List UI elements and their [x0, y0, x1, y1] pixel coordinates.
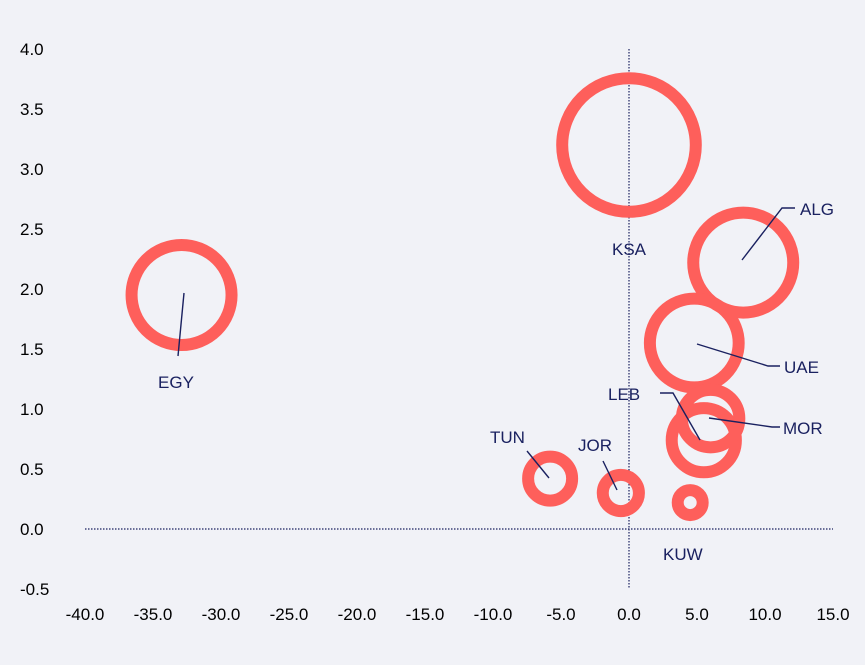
y-tick-label: 0.5: [20, 460, 44, 479]
leader-line: [526, 450, 550, 479]
bubble-label-jor: JOR: [578, 436, 612, 455]
bubble-egy: [125, 239, 238, 351]
x-tick-label: -5.0: [546, 605, 575, 624]
bubble-label-leb: LEB: [608, 385, 640, 404]
y-tick-label: 0.0: [20, 520, 44, 539]
leader-line: [660, 392, 701, 441]
y-tick-label: 4.0: [20, 40, 44, 59]
bubble-ring: [596, 468, 645, 518]
bubble-ring: [643, 292, 745, 394]
bubble-mor: [675, 383, 746, 454]
y-tick-label: 3.0: [20, 160, 44, 179]
x-tick-label: 5.0: [685, 605, 709, 624]
bubble-alg: [687, 206, 800, 319]
x-tick-label: -30.0: [202, 605, 241, 624]
bubble-label-uae: UAE: [784, 358, 819, 377]
y-tick-label: 3.5: [20, 100, 44, 119]
bubble-ksa: [556, 72, 702, 218]
bubble-ring: [675, 383, 746, 454]
bubble-labels: EGY KSA ALG UAE LEB MOR TUN JOR KUW: [158, 200, 834, 564]
y-tick-label: 1.5: [20, 340, 44, 359]
y-tick-label: -0.5: [20, 580, 49, 599]
bubble-tun: [522, 450, 579, 507]
leader-line: [602, 460, 618, 491]
bubble-uae: [643, 292, 745, 394]
leader-line: [741, 207, 795, 261]
y-tick-label: 1.0: [20, 400, 44, 419]
bubble-label-tun: TUN: [490, 428, 525, 447]
bubble-ring: [671, 484, 709, 522]
bubble-label-kuw: KUW: [663, 545, 703, 564]
y-tick-label: 2.0: [20, 280, 44, 299]
x-tick-label: -25.0: [270, 605, 309, 624]
x-tick-label: -20.0: [338, 605, 377, 624]
x-tick-label: 10.0: [748, 605, 781, 624]
leader-line: [696, 343, 780, 367]
leader-line: [708, 417, 780, 428]
bubble-label-mor: MOR: [783, 419, 823, 438]
bubble-label-ksa: KSA: [612, 240, 647, 259]
bubble-ring: [687, 206, 800, 319]
bubble-ring: [556, 72, 702, 218]
x-tick-label: -10.0: [474, 605, 513, 624]
bubble-kuw: [671, 484, 709, 522]
bubble-ring: [522, 450, 579, 507]
x-tick-label: 15.0: [816, 605, 849, 624]
leader-line: [177, 292, 185, 357]
y-tick-label: 2.5: [20, 220, 44, 239]
x-tick-label: -15.0: [406, 605, 445, 624]
bubble-label-egy: EGY: [158, 373, 194, 392]
bubble-jor: [596, 468, 645, 518]
x-tick-label: -35.0: [134, 605, 173, 624]
x-tick-label: 0.0: [617, 605, 641, 624]
bubble-label-alg: ALG: [800, 200, 834, 219]
bubbles: [125, 72, 800, 522]
axes: -0.5 0.0 0.5 1.0 1.5 2.0 2.5 3.0 3.5 4.0 -40.0 -35.…: [20, 40, 850, 624]
bubble-ring: [125, 239, 238, 351]
x-tick-label: -40.0: [66, 605, 105, 624]
